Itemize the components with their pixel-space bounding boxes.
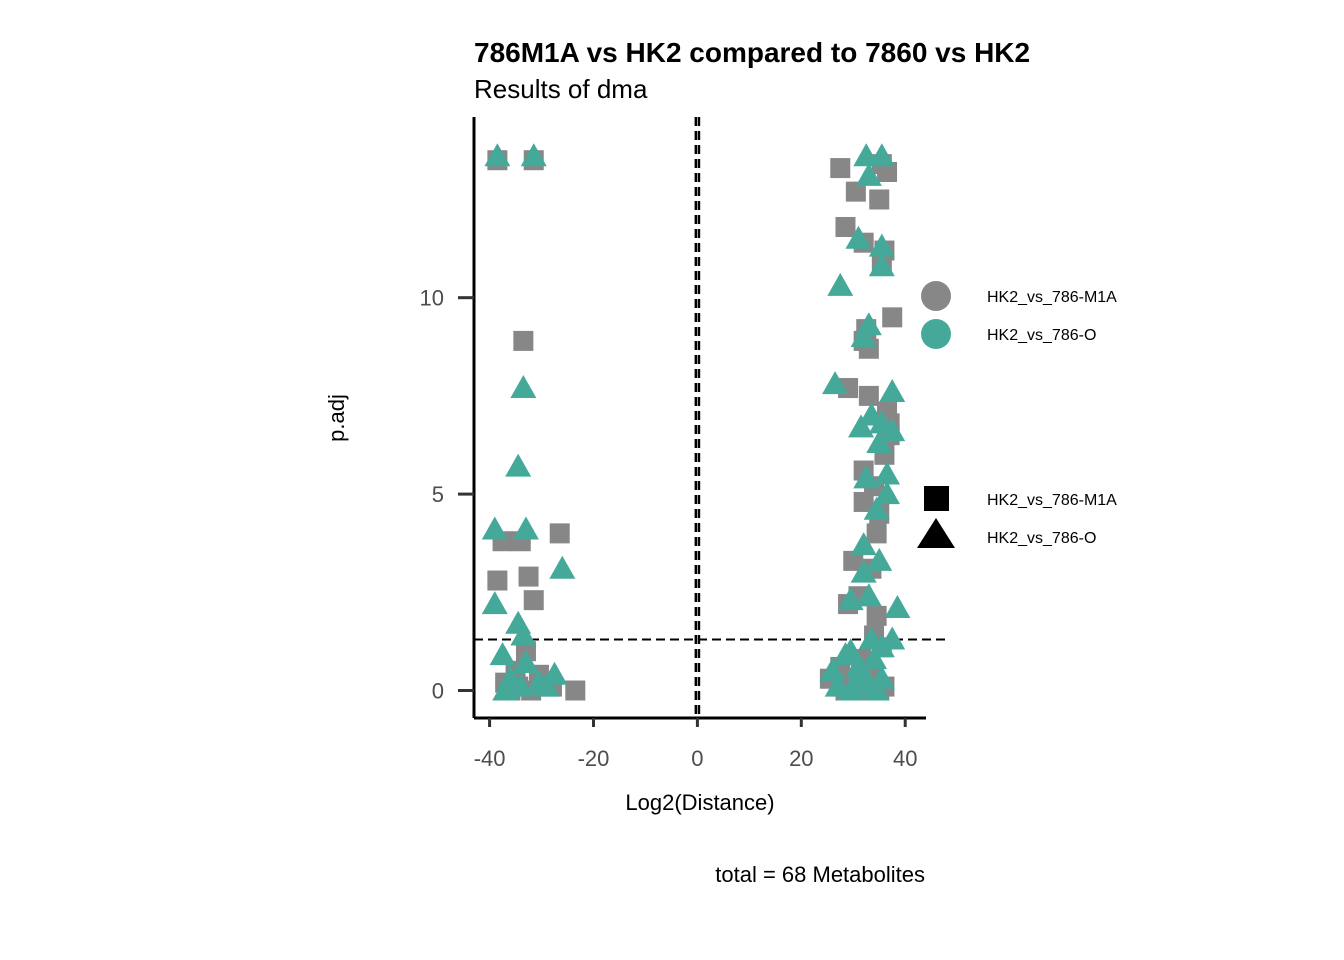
triangle-point-50: [819, 657, 846, 681]
y-axis-ticks: 0 5 10: [420, 286, 474, 704]
square-point-2: [513, 330, 534, 351]
square-point-21: [845, 181, 866, 202]
triangle-point-32: [879, 418, 906, 442]
square-point-23: [835, 216, 856, 237]
triangle-point-5: [512, 516, 539, 540]
triangle-point-0: [484, 143, 511, 167]
triangle-point-17: [492, 677, 519, 701]
x-tick-label-2: 0: [691, 746, 703, 771]
triangle-point-11: [512, 650, 539, 674]
triangle-point-19: [868, 143, 895, 167]
triangle-point-57: [868, 665, 895, 689]
legend-shape-label-1: HK2_vs_786-O: [987, 530, 1096, 547]
legend-color: HK2_vs_786-M1A HK2_vs_786-O: [921, 281, 1117, 349]
legend-shape-square: [924, 486, 949, 511]
legend-color-swatch-1: [921, 319, 951, 349]
square-point-16: [565, 680, 586, 701]
y-tick-label-2: 10: [420, 286, 444, 311]
square-point-18: [830, 158, 851, 179]
triangle-point-4: [481, 516, 508, 540]
triangle-point-39: [866, 547, 893, 571]
triangle-point-37: [863, 496, 890, 520]
square-point-46: [866, 605, 887, 626]
square-point-7: [518, 566, 539, 587]
x-tick-label-0: -40: [474, 746, 506, 771]
chart-caption: total = 68 Metabolites: [715, 862, 925, 887]
triangle-point-36: [874, 481, 901, 505]
triangle-point-3: [505, 453, 532, 477]
triangle-point-7: [481, 591, 508, 615]
triangle-point-2: [510, 375, 537, 399]
triangle-point-38: [850, 532, 877, 556]
triangle-point-48: [861, 646, 888, 670]
x-tick-label-3: 20: [789, 746, 813, 771]
y-tick-label-1: 5: [432, 482, 444, 507]
square-point-20: [877, 161, 898, 182]
triangle-point-56: [850, 673, 877, 697]
x-tick-label-1: -20: [578, 746, 610, 771]
square-point-39: [853, 491, 874, 512]
legend-color-swatch-0: [921, 281, 951, 311]
square-point-32: [858, 385, 879, 406]
square-point-6: [487, 570, 508, 591]
triangle-point-23: [868, 253, 895, 277]
square-point-28: [882, 307, 903, 328]
triangle-point-21: [845, 225, 872, 249]
triangle-point-58: [845, 653, 872, 677]
triangle-point-1: [520, 143, 547, 167]
triangle-point-40: [850, 559, 877, 583]
x-axis-label: Log2(Distance): [625, 790, 774, 815]
chart-subtitle: Results of dma: [474, 74, 648, 104]
triangle-point-28: [879, 378, 906, 402]
square-point-8: [523, 590, 544, 611]
square-point-41: [866, 523, 887, 544]
triangle-point-34: [874, 461, 901, 485]
x-tick-label-4: 40: [893, 746, 917, 771]
triangle-point-43: [884, 595, 911, 619]
triangle-point-27: [822, 371, 849, 395]
triangle-point-10: [489, 642, 516, 666]
triangle-point-9: [510, 622, 537, 646]
triangle-point-49: [832, 642, 859, 666]
legend-shape: HK2_vs_786-M1A HK2_vs_786-O: [917, 486, 1117, 548]
square-point-5: [549, 523, 570, 544]
triangle-point-22: [868, 233, 895, 257]
triangle-point-26: [850, 323, 877, 347]
series-triangles: [481, 143, 911, 701]
triangle-point-33: [866, 430, 893, 454]
triangle-point-24: [827, 272, 854, 296]
triangle-point-35: [853, 465, 880, 489]
legend-color-label-1: HK2_vs_786-O: [987, 327, 1096, 344]
triangle-point-42: [837, 587, 864, 611]
legend-color-label-0: HK2_vs_786-M1A: [987, 289, 1117, 306]
triangle-point-6: [549, 555, 576, 579]
triangle-point-20: [855, 162, 882, 186]
square-point-22: [869, 189, 890, 210]
chart-title: 786M1A vs HK2 compared to 7860 vs HK2: [474, 37, 1030, 68]
legend-shape-label-0: HK2_vs_786-M1A: [987, 492, 1117, 509]
triangle-point-30: [848, 414, 875, 438]
y-tick-label-0: 0: [432, 679, 444, 704]
triangle-point-16: [533, 673, 560, 697]
x-axis-ticks: -40 -20 0 20 40: [474, 718, 917, 771]
y-axis-label: p.adj: [324, 394, 349, 442]
legend-shape-triangle: [917, 518, 955, 548]
triangle-point-41: [855, 583, 882, 607]
square-point-42: [843, 550, 864, 571]
